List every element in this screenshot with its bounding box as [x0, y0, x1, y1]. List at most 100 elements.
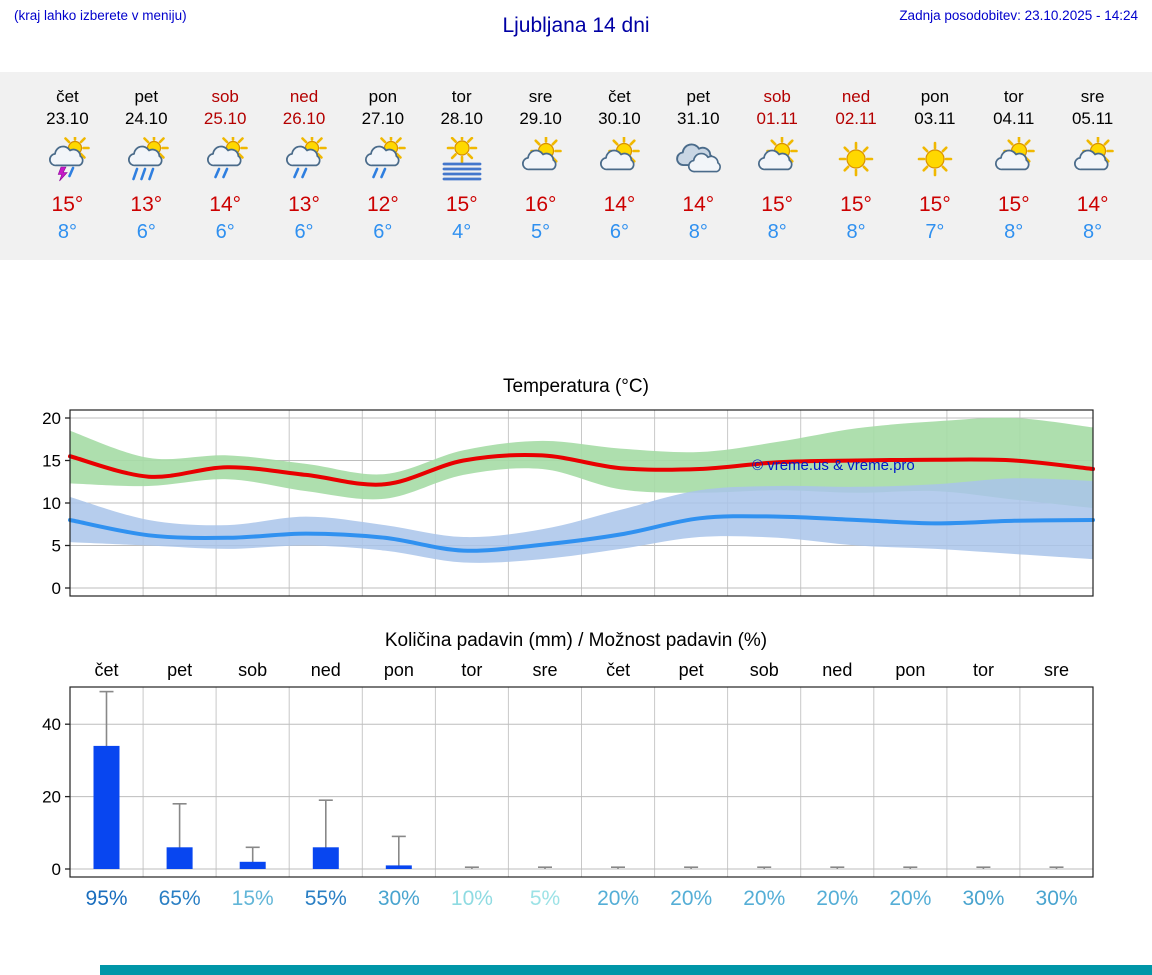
svg-text:15: 15: [42, 452, 61, 471]
precip-day-label: čet: [94, 660, 119, 681]
low-temp-label: 8°: [57, 221, 77, 244]
precip-probability-label: 30%: [962, 887, 1005, 911]
day-date-label: 03.11: [914, 109, 956, 129]
high-temp-label: 15°: [445, 193, 478, 217]
svg-text:10: 10: [42, 494, 61, 513]
day-date-label: 05.11: [1071, 109, 1114, 129]
precip-probability-label: 30%: [377, 887, 420, 911]
precip-day-label: tor: [461, 660, 483, 681]
low-temp-label: 6°: [294, 221, 314, 244]
forecast-day-column: sob 01.11 15° 8°: [738, 86, 817, 244]
rain-icon: [107, 136, 186, 184]
precip-day-label: ned: [822, 660, 853, 681]
precip-probability-label: 95%: [85, 887, 128, 911]
sunny-icon: [817, 136, 896, 184]
precip-probability-label: 30%: [1035, 887, 1078, 911]
page-title: Ljubljana 14 dni: [502, 14, 650, 37]
forecast-day-column: ned 26.10 13° 6°: [265, 86, 344, 244]
day-name-label: ned: [289, 87, 319, 106]
day-date-label: 28.10: [440, 109, 483, 129]
showers-icon: [186, 136, 265, 184]
day-name-label: sob: [211, 87, 239, 106]
precip-probability-label: 65%: [158, 887, 201, 911]
sunny-icon: [895, 136, 974, 184]
precip-day-label: pon: [383, 660, 414, 681]
day-date-label: 25.10: [203, 109, 247, 129]
svg-text:20: 20: [42, 409, 61, 428]
watermark-link[interactable]: © vreme.us & vreme.pro: [752, 457, 915, 474]
precip-bar: [239, 862, 266, 870]
day-name-label: čet: [608, 87, 631, 106]
day-name-label: sre: [1080, 87, 1105, 106]
precip-day-label: sre: [532, 660, 558, 681]
precip-bar: [93, 746, 120, 870]
cloudy-icon: [659, 136, 738, 184]
precip-probability-label: 5%: [529, 887, 561, 911]
low-temp-label: 7°: [925, 221, 945, 244]
precip-day-label: sob: [749, 660, 779, 681]
low-temp-label: 6°: [215, 221, 235, 244]
forecast-day-column: pon 03.11 15° 7°: [895, 86, 974, 244]
day-date-label: 04.11: [993, 109, 1035, 129]
precip-day-label: ned: [310, 660, 341, 681]
precip-day-label: sob: [238, 660, 268, 681]
low-temp-label: 4°: [452, 221, 472, 244]
high-temp-label: 14°: [1076, 193, 1109, 217]
day-name-label: tor: [451, 87, 472, 106]
day-name-label: pon: [368, 87, 398, 106]
page-header: (kraj lahko izberete v meniju) Ljubljana…: [0, 0, 1152, 38]
svg-text:0: 0: [52, 579, 61, 598]
day-date-label: 31.10: [677, 109, 720, 129]
precip-day-label: pon: [895, 660, 926, 681]
precip-probability-label: 20%: [889, 887, 932, 911]
forecast-day-column: pet 31.10 14° 8°: [659, 86, 738, 244]
low-temp-label: 6°: [373, 221, 393, 244]
svg-text:40: 40: [42, 716, 61, 735]
precip-probability-label: 55%: [304, 887, 347, 911]
precip-bar: [385, 865, 412, 870]
low-temp-label: 5°: [531, 221, 551, 244]
precip-bar: [166, 847, 193, 870]
partly-cloudy-icon: [738, 136, 817, 184]
day-name-label: čet: [56, 87, 79, 106]
partly-cloudy-icon: [580, 136, 659, 184]
high-temp-label: 13°: [130, 193, 163, 217]
low-temp-label: 8°: [1083, 221, 1103, 244]
precip-day-label: pet: [678, 660, 704, 681]
low-temp-label: 8°: [688, 221, 708, 244]
last-update-text: Zadnja posodobitev: 23.10.2025 - 14:24: [899, 8, 1138, 23]
temperature-chart-title: Temperatura (°C): [503, 376, 649, 398]
precip-probability-label: 20%: [816, 887, 859, 911]
precip-probability-label: 20%: [743, 887, 786, 911]
precip-bar: [312, 847, 339, 870]
precipitation-chart-title: Količina padavin (mm) / Možnost padavin …: [384, 630, 768, 652]
day-date-label: 26.10: [282, 109, 326, 129]
day-name-label: pon: [920, 87, 950, 106]
high-temp-label: 16°: [524, 193, 557, 217]
fog-sun-icon: [422, 136, 501, 184]
forecast-day-column: pet 24.10 13° 6°: [107, 86, 186, 244]
low-temp-label: 8°: [767, 221, 787, 244]
high-temp-label: 15°: [840, 193, 872, 217]
day-name-label: sob: [763, 87, 791, 106]
day-date-label: 30.10: [598, 109, 641, 129]
precip-percent-row: 95% 65% 15% 55% 30% 10% 5% 20% 20% 20% 20% 20% 30% 30…: [70, 887, 1093, 911]
partly-cloudy-icon: [1053, 136, 1132, 184]
precipitation-section: Količina padavin (mm) / Možnost padavin …: [0, 630, 1152, 911]
forecast-day-column: tor 28.10 15° 4°: [422, 86, 501, 244]
day-name-label: sre: [528, 87, 553, 106]
temperature-chart: 0 5 10 15 20 © vreme.us & vreme.pro: [42, 409, 1095, 598]
day-date-label: 24.10: [125, 109, 168, 129]
high-temp-label: 15°: [997, 193, 1030, 217]
forecast-day-column: tor 04.11 15° 8°: [974, 86, 1053, 244]
footer-bar: [100, 965, 1152, 975]
day-date-label: 29.10: [519, 109, 562, 129]
day-name-label: ned: [841, 87, 871, 106]
forecast-strip: čet 23.10 15° 8° pet 24.10 13° 6° sob 25.10 14° 6° n…: [0, 72, 1152, 261]
day-date-label: 01.11: [756, 109, 798, 129]
high-temp-label: 13°: [288, 193, 320, 217]
temperature-section: Temperatura (°C) 0 5 10 15 20 © vreme.us & vr…: [0, 376, 1152, 608]
day-name-label: tor: [1003, 87, 1024, 106]
menu-hint-text: (kraj lahko izberete v meniju): [14, 8, 187, 23]
precip-day-label: tor: [972, 660, 994, 681]
